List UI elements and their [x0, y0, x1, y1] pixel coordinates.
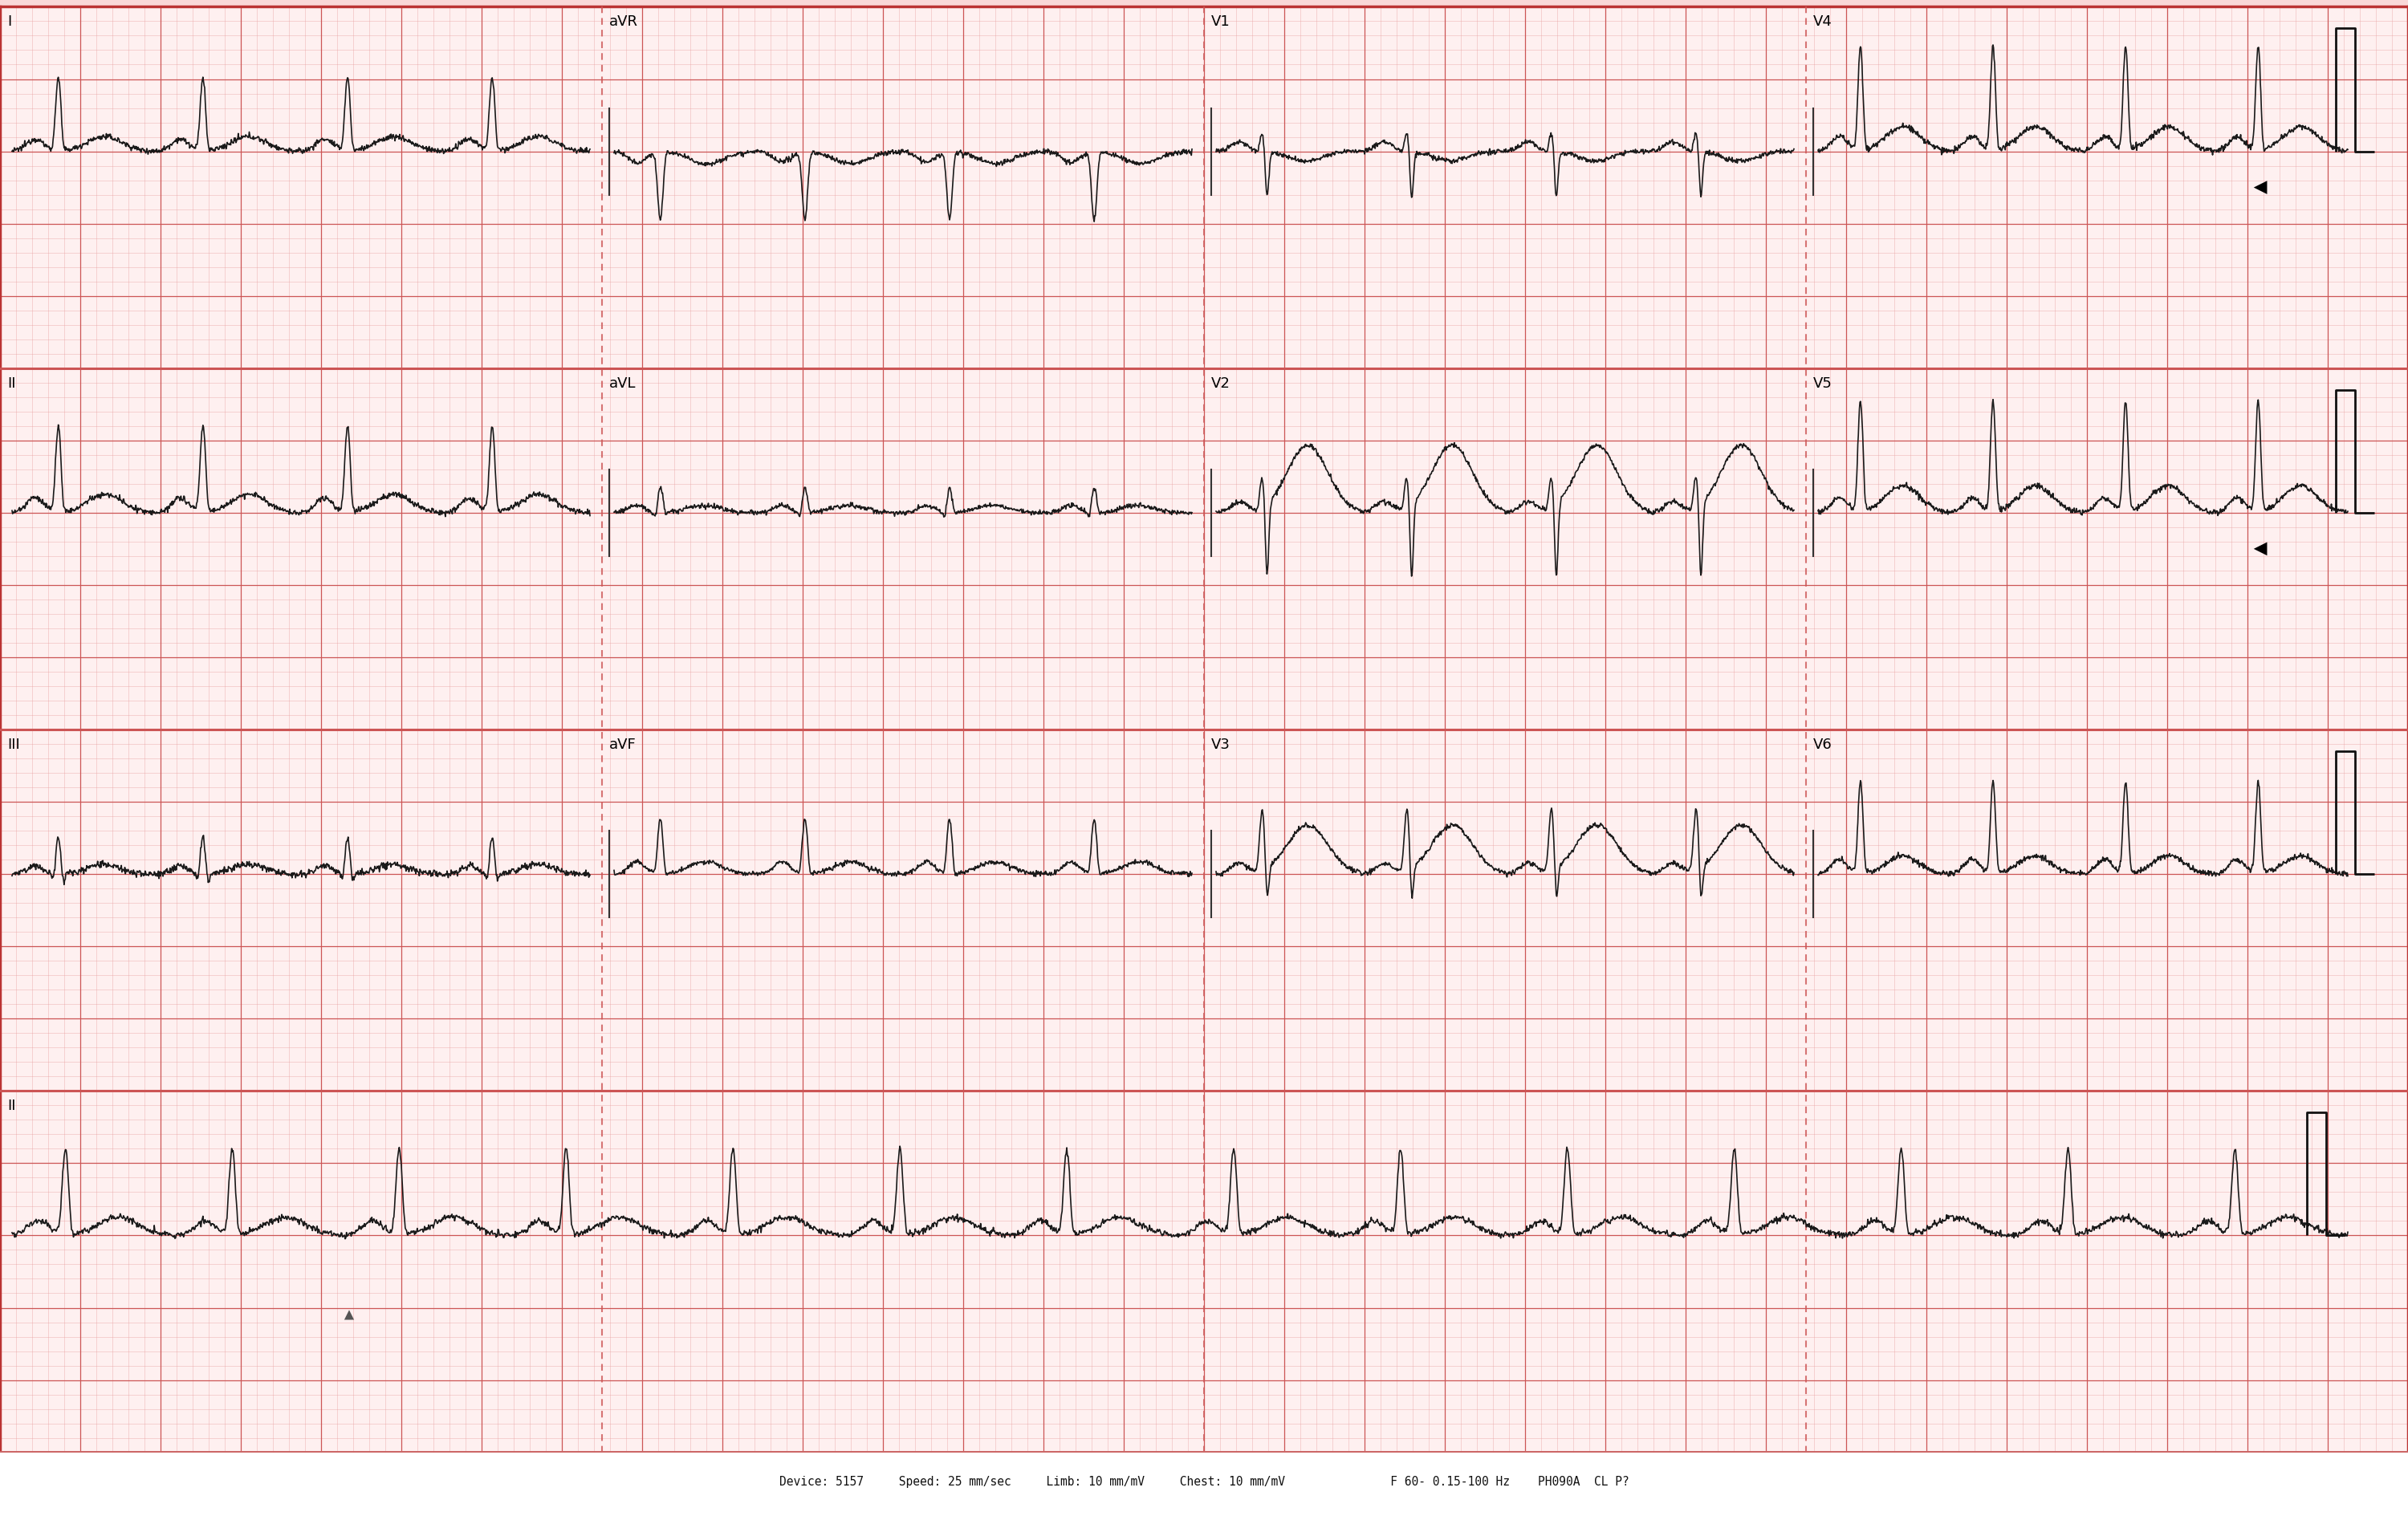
- Text: II: II: [7, 1099, 14, 1113]
- Text: V4: V4: [1813, 15, 1832, 29]
- Text: V6: V6: [1813, 737, 1832, 752]
- Text: V2: V2: [1211, 376, 1230, 391]
- Text: Device: 5157     Speed: 25 mm/sec     Limb: 10 mm/mV     Chest: 10 mm/mV        : Device: 5157 Speed: 25 mm/sec Limb: 10 m…: [780, 1475, 1628, 1487]
- Text: V5: V5: [1813, 376, 1832, 391]
- Text: I: I: [7, 15, 12, 29]
- Text: aVF: aVF: [609, 737, 636, 752]
- Text: V3: V3: [1211, 737, 1230, 752]
- Text: II: II: [7, 376, 14, 391]
- Text: V1: V1: [1211, 15, 1230, 29]
- Text: III: III: [7, 737, 19, 752]
- Text: aVR: aVR: [609, 15, 638, 29]
- Text: aVL: aVL: [609, 376, 636, 391]
